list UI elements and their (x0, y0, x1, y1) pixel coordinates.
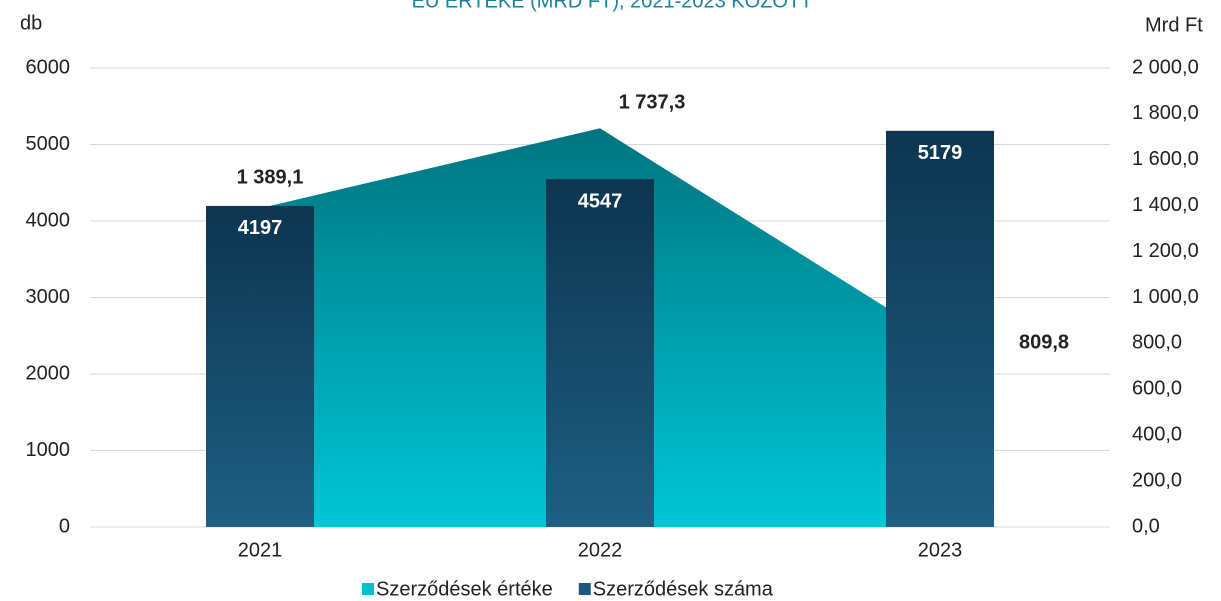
legend-label: Szerződések értéke (376, 578, 553, 600)
legend-swatch (362, 583, 374, 595)
data-label: 1 737,3 (619, 92, 686, 114)
x-tick-label: 2022 (578, 539, 623, 561)
legend-swatch (578, 583, 591, 595)
data-label: 4547 (578, 190, 623, 212)
y-axis-title: db (20, 12, 42, 34)
y-tick-label: 4000 (26, 209, 71, 231)
y-tick-label: 1000 (26, 439, 71, 461)
x-tick-label: 2021 (238, 539, 283, 561)
y2-tick-label: 2 000,0 (1132, 56, 1199, 78)
y-tick-label: 6000 (26, 56, 71, 78)
y2-tick-label: 1 600,0 (1132, 148, 1199, 170)
y2-tick-label: 0,0 (1132, 515, 1160, 537)
y2-tick-label: 400,0 (1132, 423, 1182, 445)
x-tick-label: 2023 (918, 539, 963, 561)
y2-tick-label: 200,0 (1132, 469, 1182, 491)
y2-tick-label: 1 200,0 (1132, 240, 1199, 262)
y2-tick-label: 1 000,0 (1132, 286, 1199, 308)
y2-axis-title: Mrd Ft (1145, 14, 1203, 36)
y-tick-label: 0 (59, 515, 70, 537)
bar (206, 205, 314, 527)
legend-label: Szerződések száma (593, 578, 774, 600)
y-tick-label: 5000 (26, 133, 71, 155)
y2-tick-label: 600,0 (1132, 378, 1182, 400)
data-label: 1 389,1 (237, 166, 304, 188)
y2-tick-label: 1 800,0 (1132, 102, 1199, 124)
bar (546, 179, 654, 528)
data-label: 809,8 (1019, 331, 1069, 353)
chart-title: EU ÉRTÉKE (MRD FT), 2021-2023 KÖZÖTT (412, 0, 813, 12)
y-tick-label: 2000 (26, 362, 71, 384)
y-tick-label: 3000 (26, 286, 71, 308)
data-label: 4197 (238, 217, 283, 239)
y2-tick-label: 800,0 (1132, 332, 1182, 354)
bar (886, 130, 994, 527)
data-label: 5179 (918, 142, 963, 164)
y2-tick-label: 1 400,0 (1132, 194, 1199, 216)
